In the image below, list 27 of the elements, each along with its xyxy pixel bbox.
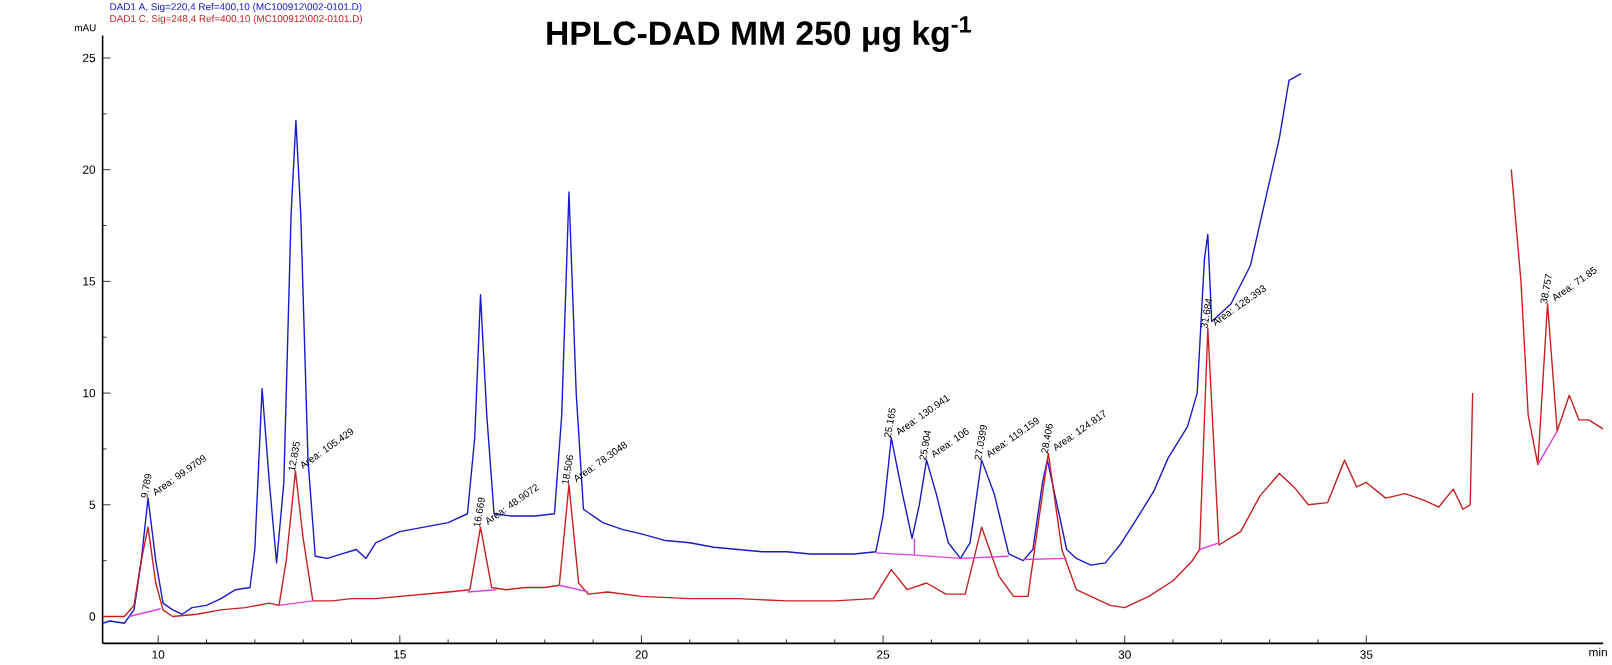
- y-tick-label: 15: [83, 277, 96, 286]
- annotation: 25.165: [884, 408, 896, 438]
- text: DAD1 A, Sig=220,4 Ref=400,10 (MC100912\002-0101.D): [110, 2, 362, 13]
- annotation: 28.406: [1041, 423, 1053, 454]
- x-tick-label: 30: [1118, 650, 1131, 659]
- y-tick-label: 20: [83, 165, 96, 174]
- y-tick-label: 25: [83, 53, 96, 63]
- x-tick-label: 15: [394, 650, 406, 659]
- x-tick-label: 35: [1360, 650, 1373, 659]
- y-tick-label: 10: [83, 388, 96, 398]
- annotation: 38.757: [1540, 273, 1552, 304]
- y-tick-label: 0: [89, 612, 96, 621]
- x-tick-label: 25: [877, 650, 890, 659]
- x-axis-title: min: [1589, 647, 1607, 657]
- y-axis-title: mAU: [74, 24, 96, 32]
- annotation: 9.789: [140, 473, 152, 498]
- annotation: 18.506: [562, 454, 574, 485]
- chart-title: HPLC-DAD MM 250 μg kg$^{-1}$: [547, 16, 972, 52]
- y-tick-label: 5: [89, 500, 96, 509]
- text: DAD1 C, Sig=248,4 Ref=400,10 (MC100912\002-0101.D): [110, 14, 362, 24]
- annotation: 12.835: [288, 441, 300, 471]
- annotation: 31.684: [1200, 298, 1213, 329]
- annotation: 16.669: [473, 497, 485, 527]
- x-tick-label: 20: [635, 650, 648, 659]
- annotation: 25.904: [919, 430, 931, 461]
- annotation: 27.0399: [974, 425, 987, 461]
- x-tick-label: 10: [152, 650, 165, 659]
